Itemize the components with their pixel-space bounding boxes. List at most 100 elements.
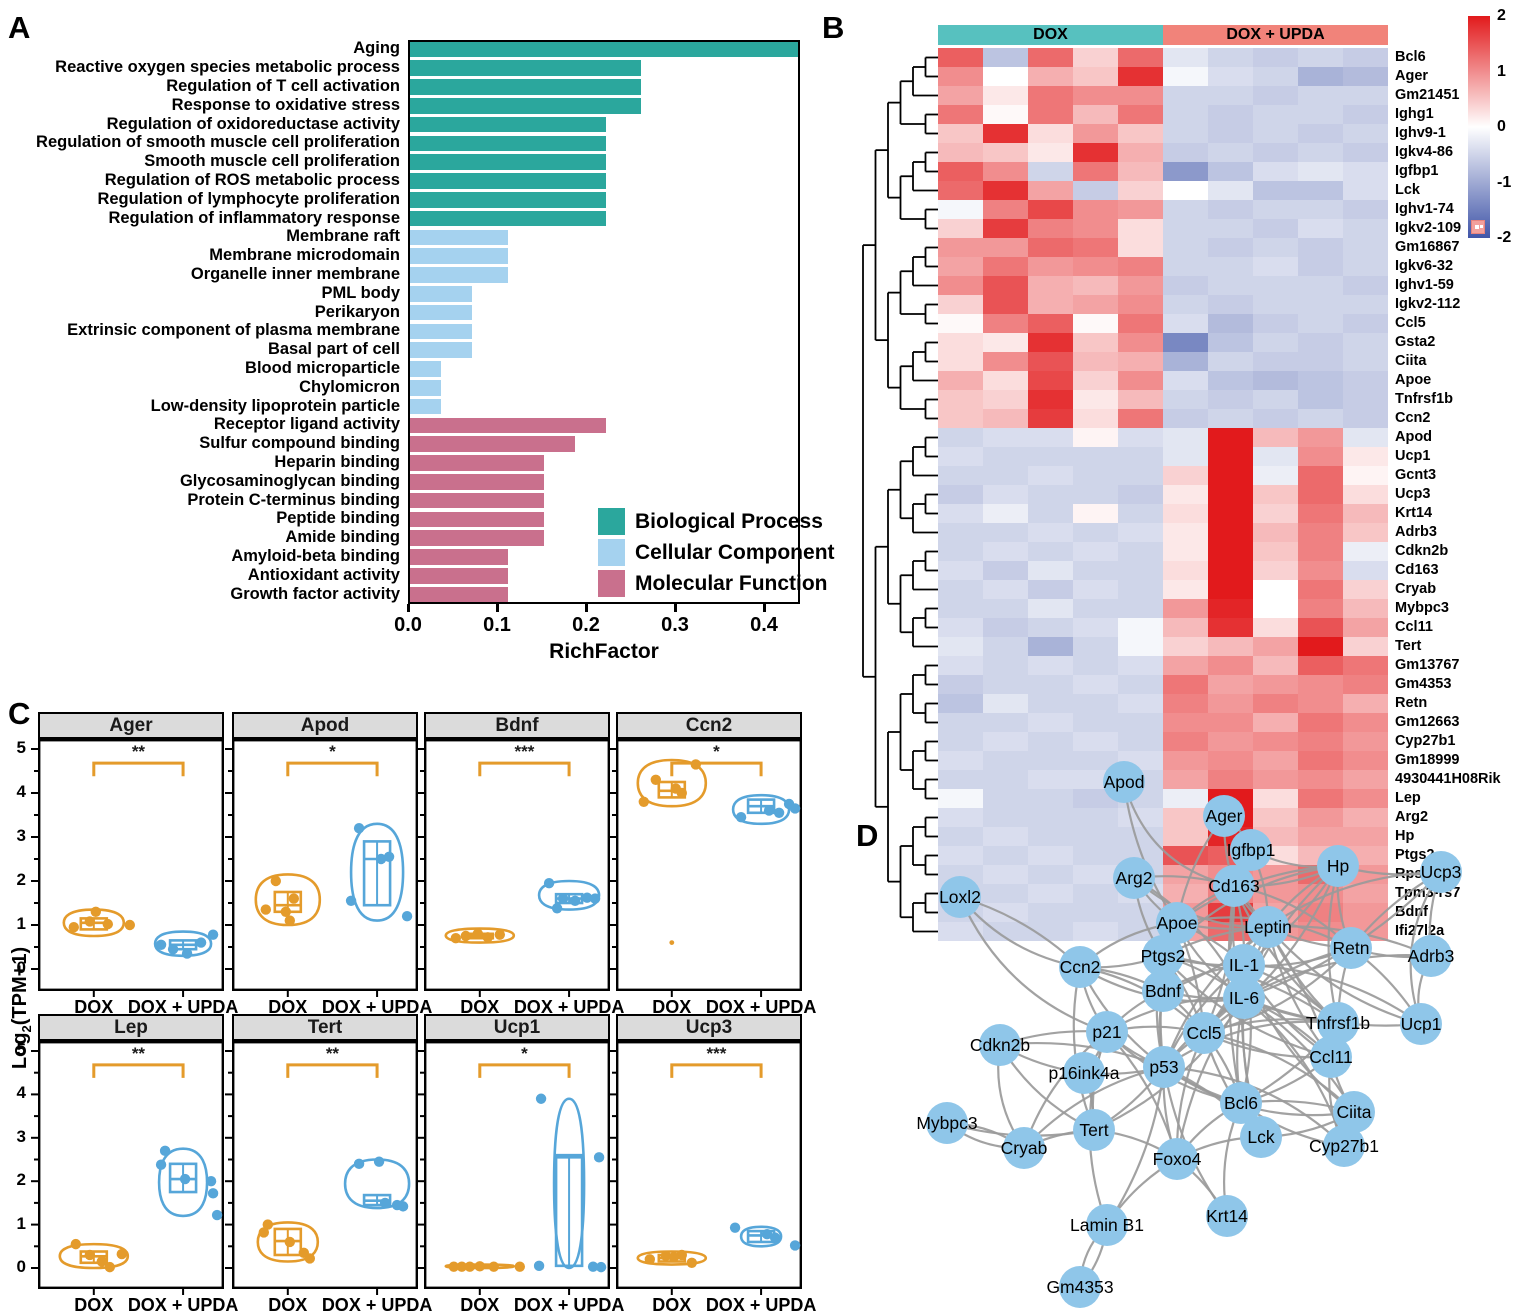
- heatmap-cell: [1253, 504, 1298, 523]
- network-node[interactable]: [1317, 1002, 1359, 1044]
- heatmap-cell: [1208, 257, 1253, 276]
- heatmap-cell: [1118, 827, 1163, 846]
- network-node[interactable]: [1059, 1266, 1101, 1308]
- heatmap-cell: [1163, 314, 1208, 333]
- colorbar-tick-label: 0: [1497, 118, 1506, 135]
- heatmap-cell: [1343, 884, 1388, 903]
- network-node[interactable]: [1310, 1036, 1352, 1078]
- y-tick-label: 2: [16, 1170, 26, 1190]
- data-point: [735, 812, 747, 823]
- y-tick-label: 4: [16, 1083, 26, 1103]
- x-category-label: DOX + UPDA: [513, 1295, 625, 1314]
- network-node[interactable]: [1330, 927, 1372, 969]
- x-axis-tick: [585, 604, 588, 612]
- heatmap-cell: [1253, 580, 1298, 599]
- network-node[interactable]: [1420, 851, 1462, 893]
- network-node[interactable]: [1142, 970, 1184, 1012]
- heatmap-cell: [1163, 637, 1208, 656]
- network-node[interactable]: [1059, 946, 1101, 988]
- heatmap-cell: [1073, 371, 1118, 390]
- network-node[interactable]: [1206, 1195, 1248, 1237]
- significance-bracket: [286, 761, 379, 777]
- heatmap-cell: [938, 751, 983, 770]
- heatmap-cell: [983, 656, 1028, 675]
- heatmap-cell: [1253, 732, 1298, 751]
- network-node[interactable]: [1142, 935, 1184, 977]
- heatmap-cell: [983, 694, 1028, 713]
- network-node[interactable]: [939, 876, 981, 918]
- network-node[interactable]: [1317, 845, 1359, 887]
- network-node[interactable]: [1086, 1204, 1128, 1246]
- heatmap-cell: [1208, 162, 1253, 181]
- heatmap-cell: [983, 466, 1028, 485]
- network-node[interactable]: [1156, 1138, 1198, 1180]
- heatmap-gene-label: Igkv2-112: [1395, 296, 1461, 312]
- network-node[interactable]: [1086, 1011, 1128, 1053]
- heatmap-cell: [1163, 751, 1208, 770]
- colorbar-marker[interactable]: [1471, 219, 1485, 234]
- bar-category-label: Regulation of T cell activation: [166, 77, 400, 95]
- heatmap-cell: [1163, 561, 1208, 580]
- network-node[interactable]: [1247, 906, 1289, 948]
- network-node[interactable]: [1183, 1012, 1225, 1054]
- heatmap-cell: [1343, 599, 1388, 618]
- network-node[interactable]: [1103, 761, 1145, 803]
- data-point: [543, 878, 555, 889]
- heatmap-cell: [1028, 922, 1073, 941]
- heatmap-cell: [1343, 637, 1388, 656]
- heatmap-cell: [938, 770, 983, 789]
- network-node[interactable]: [1223, 944, 1265, 986]
- heatmap-cell: [1028, 504, 1073, 523]
- data-point: [284, 1236, 295, 1248]
- heatmap-gene-label: Ighv1-59: [1395, 277, 1454, 293]
- network-node[interactable]: [1113, 857, 1155, 899]
- heatmap-cell: [938, 105, 983, 124]
- network-node[interactable]: [1323, 1125, 1365, 1167]
- network-node[interactable]: [1213, 865, 1255, 907]
- violin-outline: [739, 1225, 783, 1248]
- network-node[interactable]: [979, 1024, 1021, 1066]
- heatmap-cell: [983, 219, 1028, 238]
- network-node[interactable]: [1223, 977, 1265, 1019]
- heatmap-gene-label: Retn: [1395, 695, 1428, 711]
- network-node[interactable]: [1156, 902, 1198, 944]
- network-node[interactable]: [1203, 795, 1245, 837]
- network-node[interactable]: [1230, 829, 1272, 871]
- network-node[interactable]: [1143, 1046, 1185, 1088]
- network-node[interactable]: [1073, 1109, 1115, 1151]
- heatmap-cell: [1298, 314, 1343, 333]
- heatmap-cell: [1343, 675, 1388, 694]
- violin-subplot: *: [225, 739, 419, 997]
- x-category-label: DOX + UPDA: [127, 1295, 239, 1314]
- heatmap-cell: [1253, 751, 1298, 770]
- bar-category-label: Smooth muscle cell proliferation: [144, 152, 400, 171]
- heatmap-cell: [938, 276, 983, 295]
- heatmap-cell: [938, 390, 983, 409]
- network-node[interactable]: [1220, 1082, 1262, 1124]
- x-axis-tick-label: 0.2: [572, 614, 600, 636]
- heatmap-cell: [1118, 618, 1163, 637]
- heatmap-cell: [1298, 504, 1343, 523]
- data-point: [284, 915, 295, 926]
- data-point: [207, 929, 219, 940]
- richfactor-bar: [410, 210, 606, 227]
- data-point: [472, 928, 483, 939]
- heatmap-gene-label: Igkv6-32: [1395, 258, 1454, 274]
- network-node[interactable]: [1400, 1003, 1442, 1045]
- x-category-label: DOX: [460, 1295, 500, 1314]
- network-node[interactable]: [1240, 1116, 1282, 1158]
- network-node[interactable]: [926, 1102, 968, 1144]
- network-node-label: Loxl2: [939, 887, 981, 907]
- heatmap-cell: [1208, 466, 1253, 485]
- heatmap-cell: [1253, 162, 1298, 181]
- network-node[interactable]: [1003, 1127, 1045, 1169]
- heatmap-cell: [1118, 143, 1163, 162]
- network-node[interactable]: [1063, 1052, 1105, 1094]
- network-node[interactable]: [1333, 1091, 1375, 1133]
- heatmap-cell: [983, 314, 1028, 333]
- heatmap-cell: [938, 295, 983, 314]
- richfactor-bar: [410, 492, 544, 509]
- network-node[interactable]: [1410, 935, 1452, 977]
- heatmap-cell: [1343, 257, 1388, 276]
- heatmap-cell: [1208, 295, 1253, 314]
